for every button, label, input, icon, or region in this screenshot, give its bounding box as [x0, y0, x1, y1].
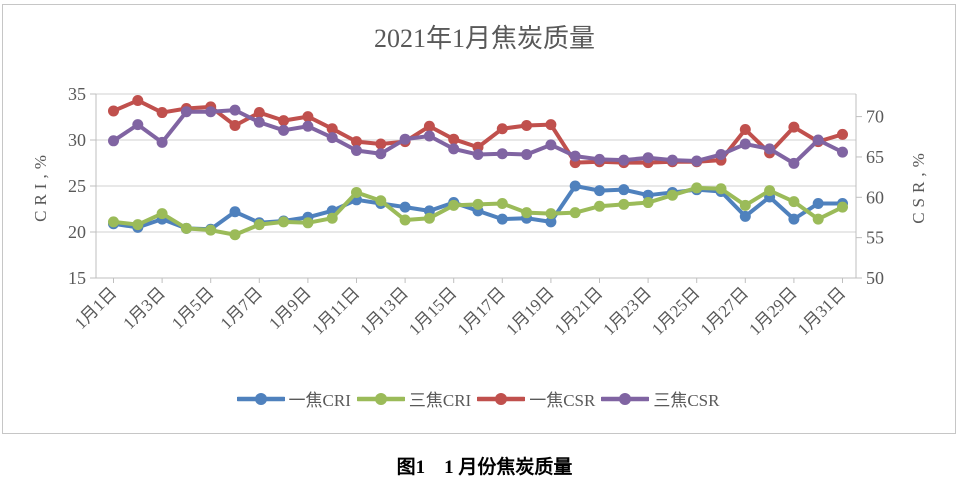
legend-item: 一焦CSR — [477, 386, 595, 411]
left-axis-labels: 35 30 25 20 15 — [68, 84, 96, 288]
svg-text:70: 70 — [866, 107, 884, 127]
legend-label: 一焦CRI — [288, 391, 351, 410]
svg-text:30: 30 — [68, 130, 86, 150]
legend-item: 三焦CSR — [601, 386, 719, 411]
svg-text:1月1日: 1月1日 — [71, 283, 120, 332]
chart-title: 2021年1月焦炭质量 — [373, 24, 595, 53]
svg-text:1月9日: 1月9日 — [265, 283, 314, 332]
svg-text:1月25日: 1月25日 — [648, 283, 704, 339]
svg-text:1月13日: 1月13日 — [356, 283, 412, 339]
svg-text:20: 20 — [68, 222, 86, 242]
svg-text:1月3日: 1月3日 — [119, 283, 168, 332]
series-sanjiao-cri — [108, 182, 848, 241]
svg-text:1月21日: 1月21日 — [551, 283, 607, 339]
right-axis-title: CSR,% — [909, 148, 928, 224]
svg-text:25: 25 — [68, 176, 86, 196]
svg-text:1月7日: 1月7日 — [217, 283, 266, 332]
svg-text:1月19日: 1月19日 — [502, 283, 558, 339]
svg-text:55: 55 — [866, 228, 884, 248]
legend-swatch — [356, 392, 405, 405]
svg-text:1月11日: 1月11日 — [308, 283, 363, 338]
right-axis-labels: 70 65 60 55 50 — [856, 107, 884, 288]
svg-text:1月31日: 1月31日 — [794, 283, 850, 339]
legend: 一焦CRI 三焦CRI 一焦CSR 三焦CSR — [0, 386, 956, 411]
svg-text:1月17日: 1月17日 — [454, 283, 510, 339]
svg-text:65: 65 — [866, 147, 884, 167]
svg-text:1月23日: 1月23日 — [599, 283, 655, 339]
left-axis-title: CRI,% — [31, 150, 50, 222]
legend-item: 一焦CRI — [236, 386, 351, 411]
figure-caption: 图1 1 月份焦炭质量 — [396, 457, 573, 478]
x-axis-labels: 1月1日 1月3日 1月5日 1月7日 1月9日1月11日1月13日1月15日1月17日… — [71, 278, 849, 339]
svg-text:1月5日: 1月5日 — [168, 283, 217, 332]
svg-text:15: 15 — [68, 268, 86, 288]
legend-label: 三焦CSR — [653, 391, 720, 410]
svg-text:1月27日: 1月27日 — [697, 283, 753, 339]
svg-text:35: 35 — [68, 84, 86, 104]
gridlines — [96, 93, 856, 233]
svg-text:1月15日: 1月15日 — [405, 283, 461, 339]
legend-label: 三焦CRI — [408, 391, 472, 410]
series-yijiao-csr — [108, 94, 848, 169]
legend-swatch — [236, 392, 285, 405]
svg-text:1月29日: 1月29日 — [745, 283, 801, 339]
legend-swatch — [601, 392, 650, 405]
svg-text:60: 60 — [866, 187, 884, 207]
legend-swatch — [477, 392, 526, 405]
legend-label: 一焦CSR — [529, 391, 596, 410]
svg-text:50: 50 — [866, 268, 884, 288]
series-sanjiao-csr — [108, 104, 848, 169]
legend-item: 三焦CRI — [356, 386, 472, 411]
